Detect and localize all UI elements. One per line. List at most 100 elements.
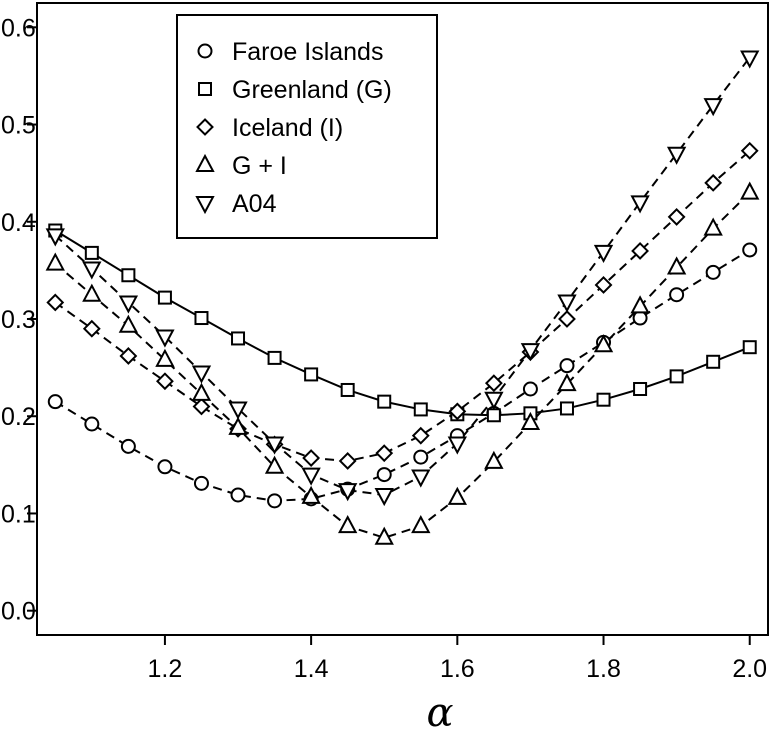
data-point-iceland-i [594, 276, 613, 294]
y-tick-label: 0.5 [1, 112, 36, 140]
data-point-greenland-g [559, 401, 574, 416]
data-point-faroe-islands [230, 487, 246, 503]
data-point-a04 [264, 436, 285, 455]
data-point-faroe-islands [742, 242, 758, 258]
data-point-iceland-i [46, 293, 65, 312]
data-point-a04 [45, 228, 65, 247]
data-point-faroe-islands [376, 467, 392, 483]
data-point-greenland-g [157, 290, 172, 305]
data-point-faroe-islands [705, 264, 721, 280]
data-point-g-i [191, 382, 212, 401]
data-point-g-i [557, 373, 577, 392]
data-point-iceland-i [119, 347, 138, 365]
data-point-g-i [82, 283, 102, 302]
data-point-g-i [118, 314, 139, 333]
data-point-a04 [82, 261, 102, 280]
legend-box [176, 14, 438, 239]
data-point-g-i [411, 514, 431, 534]
data-point-g-i [703, 217, 723, 236]
y-tick-label: 0.2 [1, 403, 36, 431]
data-point-faroe-islands [47, 394, 63, 410]
data-point-greenland-g [706, 354, 721, 369]
data-point-faroe-islands [157, 459, 173, 475]
legend-label: Greenland (G) [232, 76, 392, 104]
data-point-iceland-i [411, 426, 430, 445]
data-point-iceland-i [631, 242, 649, 260]
data-point-greenland-g [304, 367, 319, 382]
data-point-iceland-i [667, 207, 686, 226]
data-point-iceland-i [82, 319, 101, 338]
data-point-iceland-i [740, 141, 759, 160]
data-point-faroe-islands [267, 493, 283, 509]
data-point-faroe-islands [193, 475, 209, 491]
data-point-greenland-g [413, 402, 428, 417]
data-point-g-i [520, 411, 541, 431]
data-point-greenland-g [486, 408, 501, 423]
data-point-a04 [155, 329, 175, 348]
y-tick-label: 0.0 [1, 598, 36, 626]
data-point-faroe-islands [413, 449, 429, 465]
data-point-g-i [45, 252, 65, 271]
legend-label: Iceland (I) [232, 114, 343, 142]
x-tick-label: 1.6 [440, 655, 475, 683]
data-point-g-i [264, 455, 285, 474]
legend-label: Faroe Islands [232, 38, 383, 66]
x-tick-label: 1.2 [148, 655, 183, 683]
data-point-g-i [484, 450, 504, 469]
data-point-g-i [740, 181, 760, 200]
data-point-faroe-islands [120, 438, 136, 454]
data-point-a04 [630, 195, 650, 214]
data-point-iceland-i [558, 310, 576, 328]
data-point-a04 [740, 50, 760, 69]
data-point-faroe-islands [632, 310, 648, 326]
data-point-a04 [411, 469, 431, 488]
data-point-a04 [301, 467, 321, 486]
data-point-faroe-islands [559, 358, 575, 374]
data-point-a04 [228, 401, 248, 420]
legend-label: A04 [232, 190, 277, 218]
data-point-greenland-g [742, 340, 757, 355]
y-tick-label: 0.6 [1, 14, 36, 42]
y-tick-label: 0.4 [1, 209, 36, 237]
data-point-greenland-g [596, 392, 611, 407]
data-point-g-i [155, 348, 175, 367]
series-markers [45, 50, 760, 545]
data-point-greenland-g [340, 382, 355, 397]
data-point-g-i [301, 485, 321, 504]
data-point-greenland-g [633, 382, 648, 397]
legend-marker [197, 43, 213, 59]
data-point-a04 [447, 436, 467, 455]
data-point-greenland-g [84, 245, 99, 260]
data-point-g-i [447, 486, 467, 505]
data-point-faroe-islands [669, 287, 685, 303]
data-point-a04 [118, 295, 139, 314]
data-point-greenland-g [669, 369, 684, 384]
data-point-a04 [557, 294, 577, 313]
data-point-g-i [666, 256, 687, 275]
data-point-iceland-i [156, 372, 174, 391]
data-point-iceland-i [375, 444, 394, 463]
data-point-g-i [374, 526, 394, 545]
data-point-iceland-i [192, 397, 211, 416]
data-point-greenland-g [377, 394, 392, 409]
series-line-iceland-i [54, 150, 751, 462]
x-tick-label: 1.4 [294, 655, 329, 683]
data-point-iceland-i [704, 173, 723, 192]
data-point-g-i [338, 514, 358, 534]
axes: 1.2 1.4 1.6 1.8 2.0 0.0 0.1 0.2 0.3 0.4 0.5 0.6 [1, 14, 767, 683]
series-line-a04 [54, 56, 751, 497]
data-point-a04 [593, 244, 614, 264]
data-point-g-i [593, 334, 614, 353]
legend-marker [198, 82, 212, 96]
data-point-greenland-g [194, 311, 209, 326]
data-point-a04 [703, 98, 723, 117]
data-point-g-i [630, 295, 650, 314]
data-point-greenland-g [121, 268, 136, 283]
data-point-a04 [484, 391, 504, 410]
data-point-greenland-g [267, 350, 282, 365]
data-point-greenland-g [231, 331, 246, 346]
data-point-iceland-i [302, 449, 321, 467]
data-point-a04 [520, 343, 541, 362]
data-point-a04 [374, 487, 394, 507]
